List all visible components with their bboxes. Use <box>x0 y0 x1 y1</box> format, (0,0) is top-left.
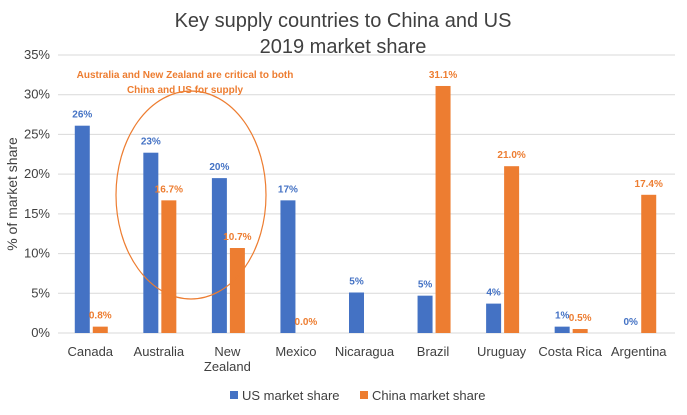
y-tick-label: 30% <box>24 87 50 102</box>
bar <box>92 326 108 333</box>
category-label: Mexico <box>275 344 316 359</box>
data-label: 23% <box>141 137 161 148</box>
bar <box>554 326 570 333</box>
y-tick-label: 20% <box>24 166 50 181</box>
data-label: 0% <box>623 317 638 328</box>
data-label: 5% <box>349 276 364 287</box>
chart-title-line: Key supply countries to China and US <box>175 10 512 32</box>
data-label: 4% <box>486 288 501 299</box>
data-label: 16.7% <box>155 184 183 195</box>
bar <box>229 248 245 333</box>
data-label: 17.4% <box>635 179 663 190</box>
annotation: Australia and New Zealand are critical t… <box>77 70 294 300</box>
bar <box>161 200 177 333</box>
data-label: 5% <box>418 280 433 291</box>
bar <box>504 166 520 333</box>
category-label: Uruguay <box>477 344 527 359</box>
gridlines <box>58 54 675 334</box>
y-tick-label: 35% <box>24 47 50 62</box>
bar <box>211 178 227 333</box>
category-label: Australia <box>134 344 185 359</box>
data-label: 20% <box>209 162 229 173</box>
category-label: New <box>214 344 241 359</box>
bar <box>280 200 296 333</box>
data-label: 31.1% <box>429 70 457 81</box>
bar <box>572 329 588 333</box>
bar <box>486 303 502 333</box>
data-label: 26% <box>72 110 92 121</box>
data-label: 1% <box>555 311 570 322</box>
y-axis-tick-labels: 0% 5% 10% 15% 20% 25% 30% 35% <box>24 47 50 340</box>
y-tick-label: 5% <box>31 285 50 300</box>
bar <box>641 194 657 333</box>
y-tick-label: 25% <box>24 126 50 141</box>
legend-label: US market share <box>242 388 340 403</box>
annotation-text: Australia and New Zealand are critical t… <box>77 70 294 81</box>
data-label: 0.5% <box>569 313 592 324</box>
category-label: Zealand <box>204 359 251 374</box>
category-label: Canada <box>68 344 114 359</box>
bar <box>74 125 90 333</box>
y-tick-label: 15% <box>24 206 50 221</box>
category-label: Brazil <box>417 344 450 359</box>
data-label: 10.7% <box>223 232 251 243</box>
bar <box>417 295 433 333</box>
legend-swatch <box>230 391 238 399</box>
category-label: Costa Rica <box>538 344 602 359</box>
bar <box>143 152 159 333</box>
bars <box>74 85 657 333</box>
chart-title-line: 2019 market share <box>260 36 427 58</box>
category-label: Argentina <box>611 344 667 359</box>
category-label: Nicaragua <box>335 344 395 359</box>
chart-title: Key supply countries to China and US 2019… <box>175 10 512 58</box>
annotation-text: China and US for supply <box>127 85 244 96</box>
data-label: 0.0% <box>295 317 318 328</box>
legend: US market share China market share <box>230 388 485 403</box>
data-label: 0.8% <box>89 311 112 322</box>
annotation-ellipse <box>115 90 267 300</box>
y-axis-label: % of market share <box>4 137 20 251</box>
bar <box>349 292 364 333</box>
legend-label: China market share <box>372 388 485 403</box>
data-labels: 26% 23% 20% 17% 5% 5% 4% 1% 0% 0.8% 16.7% 10.7% 0.0%… <box>72 70 663 328</box>
legend-swatch <box>360 391 368 399</box>
data-label: 21.0% <box>497 150 525 161</box>
y-tick-label: 10% <box>24 246 50 261</box>
y-tick-label: 0% <box>31 325 50 340</box>
data-label: 17% <box>278 184 298 195</box>
bar <box>435 85 451 333</box>
